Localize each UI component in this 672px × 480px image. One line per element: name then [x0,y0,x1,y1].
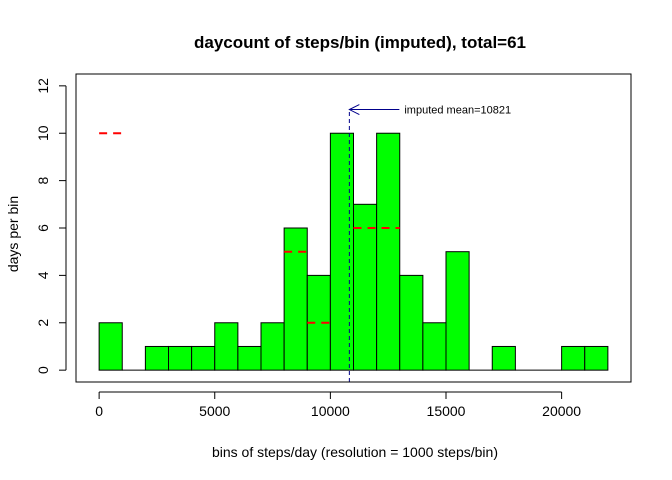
histogram-bar [237,345,262,371]
histogram-bar [584,345,609,371]
x-tick-label: 5000 [199,403,230,419]
x-tick-label: 10000 [311,403,350,419]
histogram-bar [214,322,239,371]
mean-arrow-head [348,104,360,115]
x-tick-label: 0 [95,403,103,419]
y-tick-label: 12 [35,78,51,94]
histogram-bar [191,345,216,371]
x-tick-label: 20000 [542,403,581,419]
x-axis-label: bins of steps/day (resolution = 1000 ste… [212,444,498,460]
histogram-bar [399,274,424,371]
histogram-bar [283,227,308,371]
mean-annotation: imputed mean=10821 [404,105,511,117]
y-axis-label: days per bin [5,196,21,272]
histogram-bar [491,345,516,371]
x-axis: 0 5000 10000 15000 20000 [95,391,581,419]
histogram-bar [168,345,193,371]
chart-title: daycount of steps/bin (imputed), total=6… [194,33,526,52]
plot-frame [75,73,632,383]
histogram-bar [561,345,586,371]
y-tick-label: 4 [35,271,51,279]
histogram-bar [353,203,378,371]
y-tick-label: 8 [35,177,51,185]
y-axis: 0 2 4 6 8 10 12 [35,78,67,374]
y-tick-label: 2 [35,319,51,327]
histogram-bar [445,251,470,371]
plot-layer: imputed mean=10821 [98,104,609,382]
histogram-bar [329,132,354,371]
x-tick-label: 15000 [427,403,466,419]
histogram-bar [98,322,123,371]
histogram-bar [422,322,447,371]
histogram-bar [376,132,401,371]
histogram-bar [144,345,169,371]
y-tick-label: 6 [35,224,51,232]
histogram-bar [260,322,285,371]
y-tick-label: 10 [35,125,51,141]
y-tick-label: 0 [35,366,51,374]
